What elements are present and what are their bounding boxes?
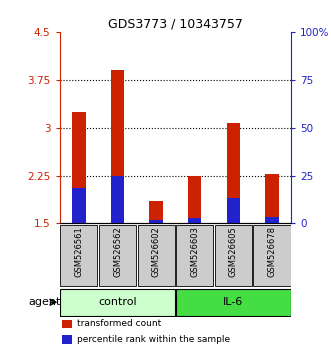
FancyBboxPatch shape xyxy=(138,225,175,286)
FancyBboxPatch shape xyxy=(60,225,97,286)
FancyBboxPatch shape xyxy=(215,225,252,286)
FancyBboxPatch shape xyxy=(99,225,136,286)
Text: GSM526561: GSM526561 xyxy=(74,226,83,277)
Bar xyxy=(265,174,279,223)
Text: GSM526678: GSM526678 xyxy=(267,226,276,277)
Bar xyxy=(111,70,124,223)
FancyBboxPatch shape xyxy=(176,225,213,286)
Text: GSM526602: GSM526602 xyxy=(152,226,161,277)
Text: IL-6: IL-6 xyxy=(223,297,244,307)
FancyBboxPatch shape xyxy=(60,289,175,316)
Bar xyxy=(72,112,86,223)
FancyBboxPatch shape xyxy=(62,335,72,344)
Bar xyxy=(188,218,202,223)
Bar xyxy=(72,188,86,223)
FancyBboxPatch shape xyxy=(62,320,72,329)
Bar xyxy=(188,176,202,223)
Text: agent: agent xyxy=(28,297,60,307)
Bar xyxy=(227,122,240,223)
Text: GSM526562: GSM526562 xyxy=(113,226,122,277)
Bar xyxy=(149,201,163,223)
Bar xyxy=(111,176,124,223)
FancyBboxPatch shape xyxy=(176,289,291,316)
Text: control: control xyxy=(98,297,137,307)
Text: transformed count: transformed count xyxy=(77,319,161,329)
Text: GSM526605: GSM526605 xyxy=(229,226,238,277)
FancyBboxPatch shape xyxy=(254,225,291,286)
Bar xyxy=(265,217,279,223)
Bar xyxy=(227,198,240,223)
Text: percentile rank within the sample: percentile rank within the sample xyxy=(77,335,230,344)
Text: GSM526603: GSM526603 xyxy=(190,226,199,277)
Bar xyxy=(149,220,163,223)
Title: GDS3773 / 10343757: GDS3773 / 10343757 xyxy=(108,18,243,31)
